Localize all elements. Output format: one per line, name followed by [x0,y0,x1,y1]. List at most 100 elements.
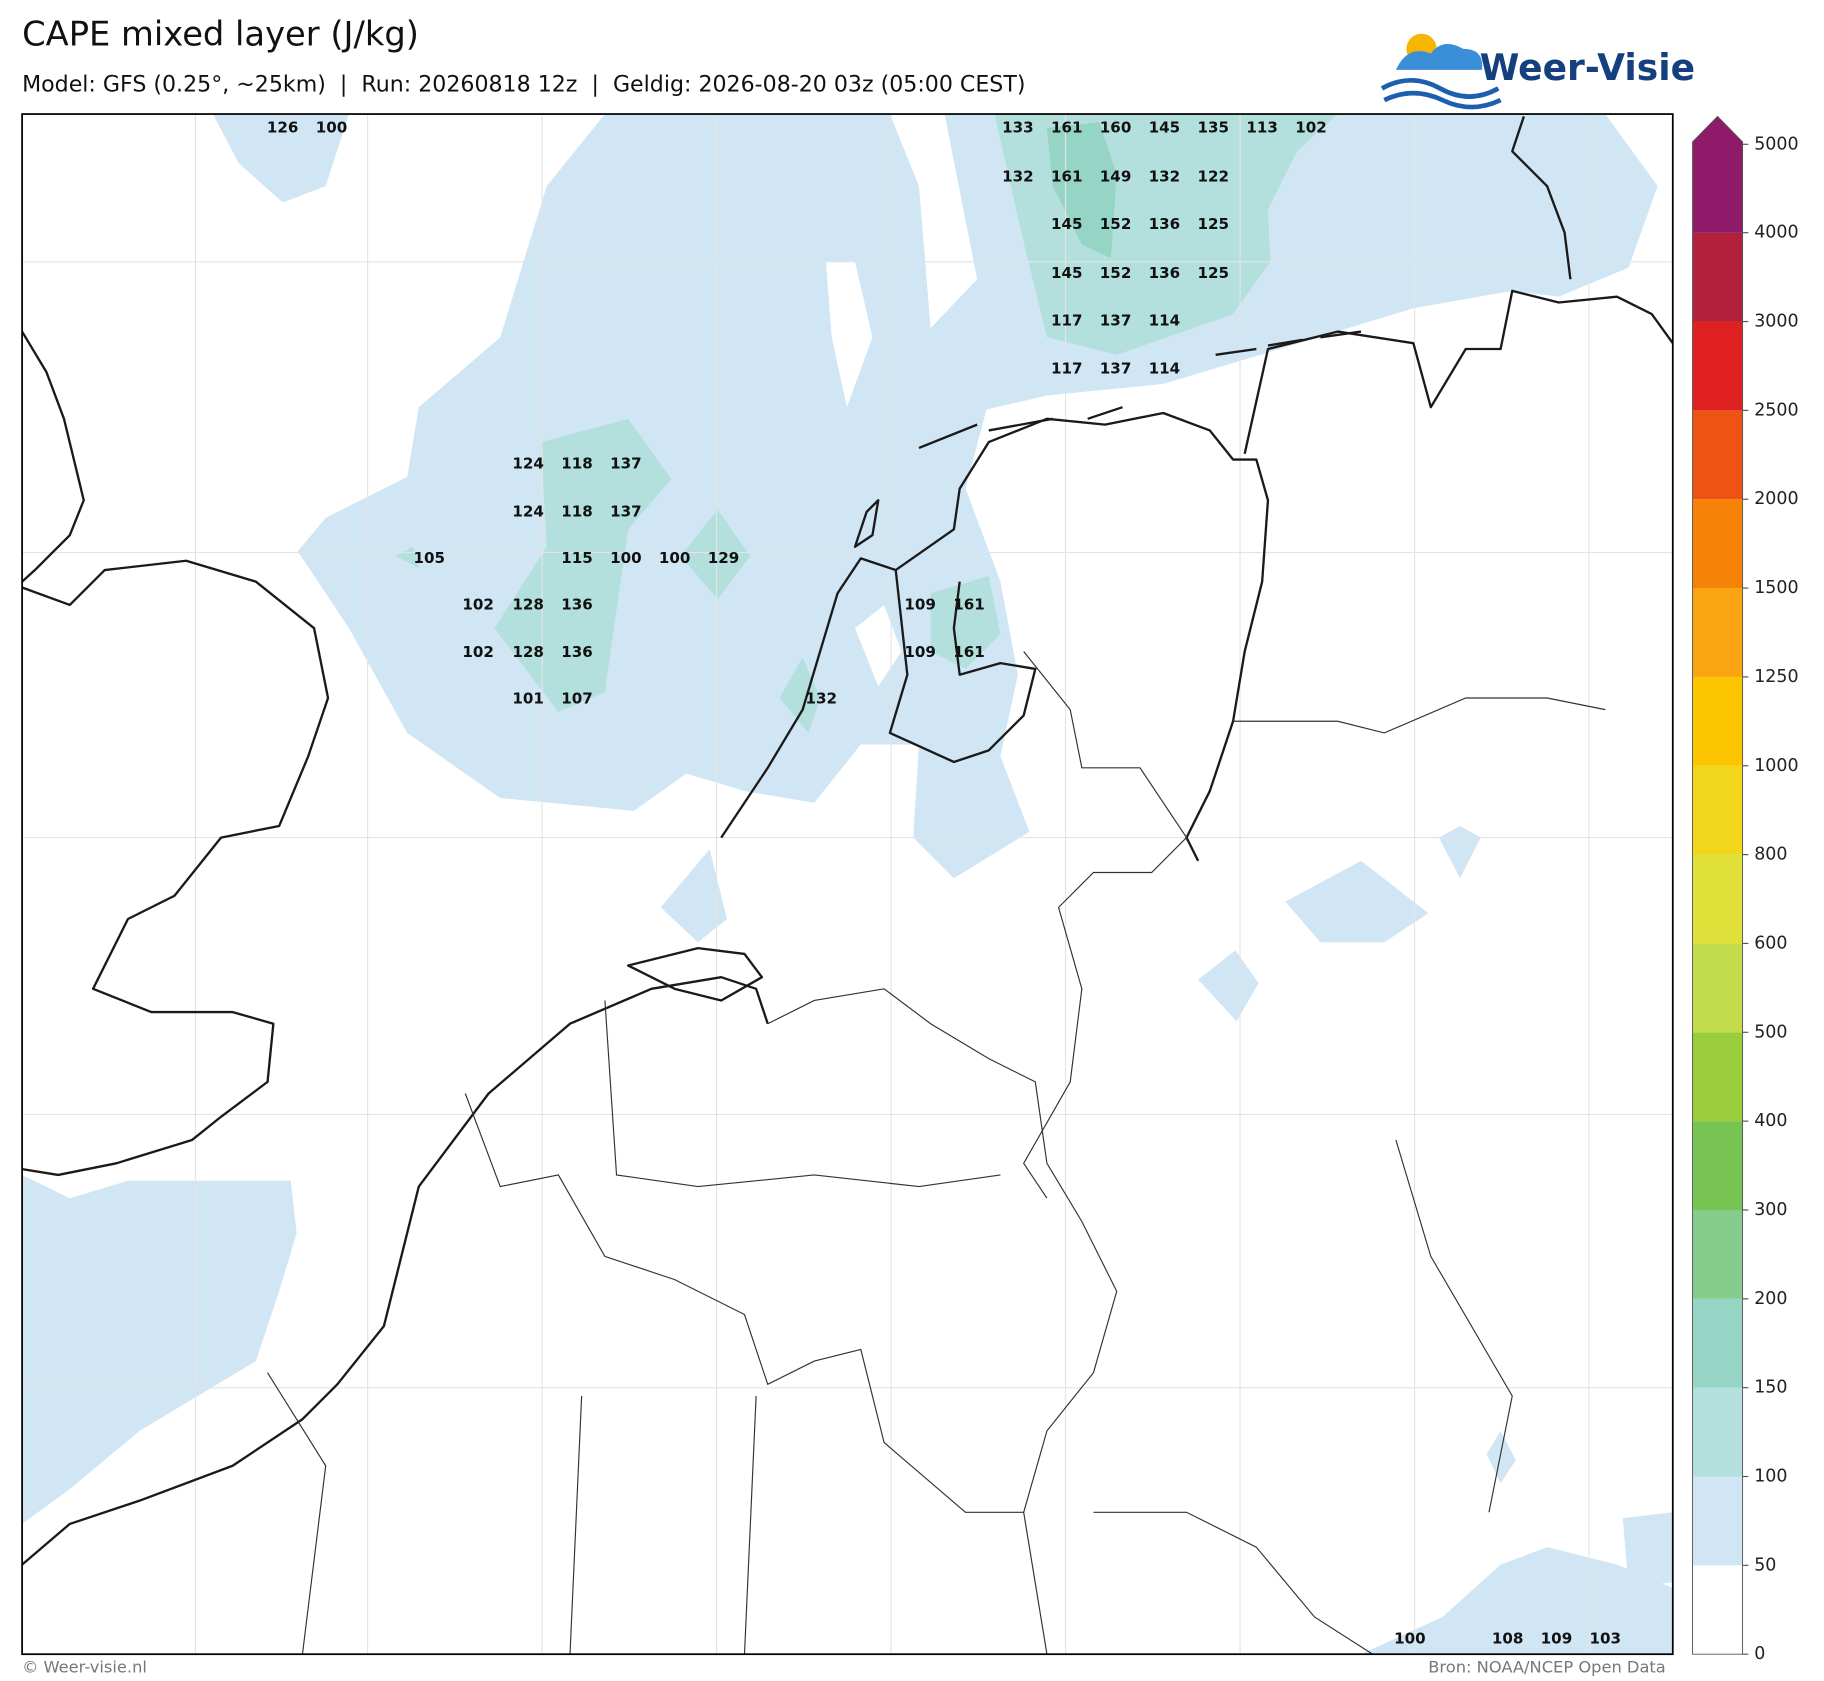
colorbar-segment [1692,765,1743,855]
colorbar-tick-label: 1500 [1754,578,1798,598]
cape-label: 132 [805,690,837,708]
cape-area [1198,950,1259,1022]
coastline [1511,115,1572,280]
colorbar-tick-label: 0 [1754,1644,1765,1664]
cape-area [212,114,349,203]
cape-area [1622,1512,1673,1588]
colorbar: 0 50 100 150 200 300 400 500 600 800 1000 1250 1500 2… [1692,115,1799,1664]
coastline [627,946,764,1002]
cape-label: 145 [1149,119,1181,137]
cape-label: 108 [1492,1630,1524,1648]
colorbar-segment [1692,410,1743,500]
coastline [888,569,1037,764]
cape-area [1486,1430,1516,1484]
colorbar-tick-label: 1250 [1754,667,1798,687]
logo-waves [1380,77,1502,110]
cape-label: 161 [953,595,985,613]
colorbar-tick-label: 2500 [1754,400,1798,420]
border [1093,1511,1373,1655]
cape-label: 161 [1051,167,1083,185]
cape-labels: 126 100 133 161 160 145 135 113 102 132 161 149 132 1… [267,119,1621,1648]
cape-label: 161 [953,643,985,661]
colorbar-segment [1692,1387,1743,1477]
coastline [1243,289,1674,454]
cape-label: 137 [610,455,642,473]
colorbar-tick-label: 400 [1754,1111,1787,1131]
colorbar-segment [1692,943,1743,1033]
cape-label: 161 [1051,119,1083,137]
colorbar-tick-label: 50 [1754,1555,1776,1575]
colorbar-extend [1692,116,1743,233]
cape-label: 145 [1051,264,1083,282]
colorbar-segment [1692,232,1743,322]
footer-right: Bron: NOAA/NCEP Open Data [1428,1658,1666,1677]
cape-label: 137 [1100,359,1132,377]
cape-label: 133 [1002,119,1034,137]
cape-label: 122 [1198,167,1230,185]
cape-label: 135 [1198,119,1230,137]
borders [267,651,1606,1655]
cape-label: 132 [1149,167,1181,185]
cape-label: 117 [1051,312,1083,330]
cape-label: 128 [512,643,544,661]
cape-area [494,418,672,712]
cape-area [1285,860,1429,943]
cape-label: 128 [512,595,544,613]
coastline [853,499,880,548]
cape-label: 117 [1051,359,1083,377]
cape-area [22,1174,297,1524]
cape-label: 136 [561,595,593,613]
colorbar-segment [1692,1032,1743,1122]
border [267,1000,1513,1655]
cape-label: 160 [1100,119,1132,137]
border [464,1093,1024,1513]
cape-label: 109 [904,595,936,613]
colorbar-segment [1692,1476,1743,1566]
title: CAPE mixed layer (J/kg) [22,15,419,54]
colorbar-tick-label: 600 [1754,933,1787,953]
cape-area [1438,825,1481,879]
colorbar-tick-label: 300 [1754,1200,1787,1220]
cape-label: 129 [708,549,740,567]
cape-fill [22,114,1673,1655]
cape-label: 109 [1541,1630,1573,1648]
cape-label: 100 [316,119,348,137]
coastline [720,411,1270,862]
cape-label: 105 [413,549,445,567]
cape-label: 102 [1295,119,1327,137]
map-area: 126 100 133 161 160 145 135 113 102 132 161 149 132 1… [21,113,1674,1656]
cape-label: 100 [1394,1630,1426,1648]
cape-label: 145 [1051,215,1083,233]
cape-label: 149 [1100,167,1132,185]
logo-text: Weer-Visie [1480,47,1695,89]
cape-label: 118 [561,455,593,473]
cape-gap [825,261,873,408]
cape-label: 136 [1149,264,1181,282]
cape-label: 152 [1100,215,1132,233]
colorbar-segment [1692,1565,1743,1655]
border [1022,651,1188,1199]
cape-label: 107 [561,690,593,708]
cape-area [660,849,728,943]
coastline [21,559,330,1177]
cape-label: 102 [462,595,494,613]
cape-label: 125 [1198,264,1230,282]
cape-label: 132 [1002,167,1034,185]
colorbar-tick-label: 2000 [1754,489,1798,509]
cape-label: 118 [561,502,593,520]
coastline [21,330,85,583]
cape-label: 125 [1198,215,1230,233]
colorbar-tick-label: 3000 [1754,312,1798,332]
cape-label: 100 [610,549,642,567]
cape-label: 152 [1100,264,1132,282]
cape-label: 100 [659,549,691,567]
coastline [21,976,769,1566]
colorbar-tick-label: 500 [1754,1022,1787,1042]
colorbar-segment [1692,1209,1743,1299]
colorbar-tick-label: 150 [1754,1378,1787,1398]
cape-label: 113 [1246,119,1278,137]
border [767,988,1118,1655]
footer-left: © Weer-visie.nl [22,1658,147,1677]
cape-label: 115 [561,549,593,567]
